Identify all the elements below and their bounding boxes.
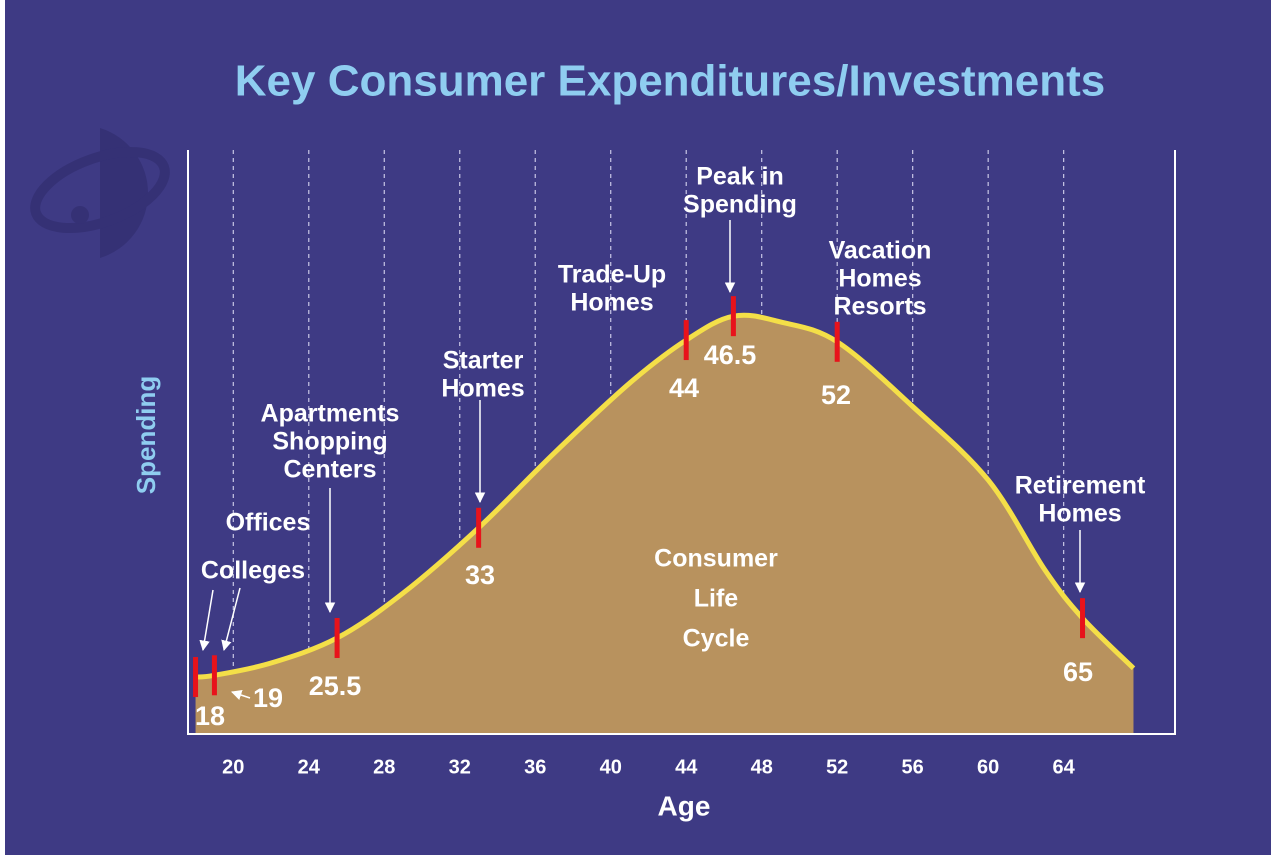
milestone-label: Centers bbox=[283, 456, 376, 484]
milestone-label: Apartments bbox=[261, 400, 400, 428]
x-tick-label: 24 bbox=[298, 756, 321, 778]
x-tick-label: 44 bbox=[675, 756, 698, 778]
milestone-age: 46.5 bbox=[704, 340, 757, 370]
milestone-age: 33 bbox=[465, 560, 495, 590]
milestone-age: 19 bbox=[253, 683, 283, 713]
milestone-label: Shopping bbox=[272, 428, 387, 456]
y-axis-label: Spending bbox=[131, 376, 161, 494]
x-tick-label: 64 bbox=[1053, 756, 1076, 778]
milestone-label: Peak in bbox=[696, 163, 784, 191]
x-tick-label: 40 bbox=[600, 756, 622, 778]
milestone-age: 52 bbox=[821, 380, 851, 410]
chart-title: Key Consumer Expenditures/Investments bbox=[235, 57, 1105, 106]
milestone-label: Offices bbox=[226, 509, 311, 537]
milestone-label: Colleges bbox=[201, 557, 305, 585]
milestone-label: Starter bbox=[443, 347, 524, 375]
arrow bbox=[221, 587, 241, 652]
arrow bbox=[199, 589, 214, 652]
x-tick-label: 52 bbox=[826, 756, 848, 778]
x-tick-label: 56 bbox=[902, 756, 924, 778]
x-tick-label: 48 bbox=[751, 756, 773, 778]
milestone-label: Homes bbox=[1038, 500, 1121, 528]
axes bbox=[187, 150, 1176, 735]
x-tick-label: 20 bbox=[222, 756, 244, 778]
logo bbox=[30, 128, 170, 258]
area bbox=[195, 315, 1134, 733]
milestone-label: Trade-Up bbox=[558, 261, 666, 289]
x-tick-label: 36 bbox=[524, 756, 546, 778]
milestone-label: Homes bbox=[441, 375, 524, 403]
milestone-age: 18 bbox=[195, 701, 225, 731]
x-tick-label: 28 bbox=[373, 756, 395, 778]
x-tick-label: 32 bbox=[449, 756, 471, 778]
milestone-label: Homes bbox=[838, 265, 921, 293]
arrow bbox=[231, 690, 251, 700]
milestone-age: 65 bbox=[1063, 657, 1093, 687]
milestone-age: 44 bbox=[669, 373, 699, 403]
center-text: Cycle bbox=[683, 625, 750, 653]
milestone-label: Retirement bbox=[1015, 472, 1146, 500]
milestone-label: Resorts bbox=[833, 293, 926, 321]
milestone-label: Spending bbox=[683, 191, 797, 219]
x-tick-label: 60 bbox=[977, 756, 999, 778]
x-axis-label: Age bbox=[658, 790, 711, 821]
milestone-label: Vacation bbox=[829, 237, 932, 265]
center-text: Consumer bbox=[654, 545, 778, 573]
center-text: Life bbox=[694, 585, 739, 613]
milestone-label: Homes bbox=[570, 289, 653, 317]
milestone-age: 25.5 bbox=[309, 671, 362, 701]
